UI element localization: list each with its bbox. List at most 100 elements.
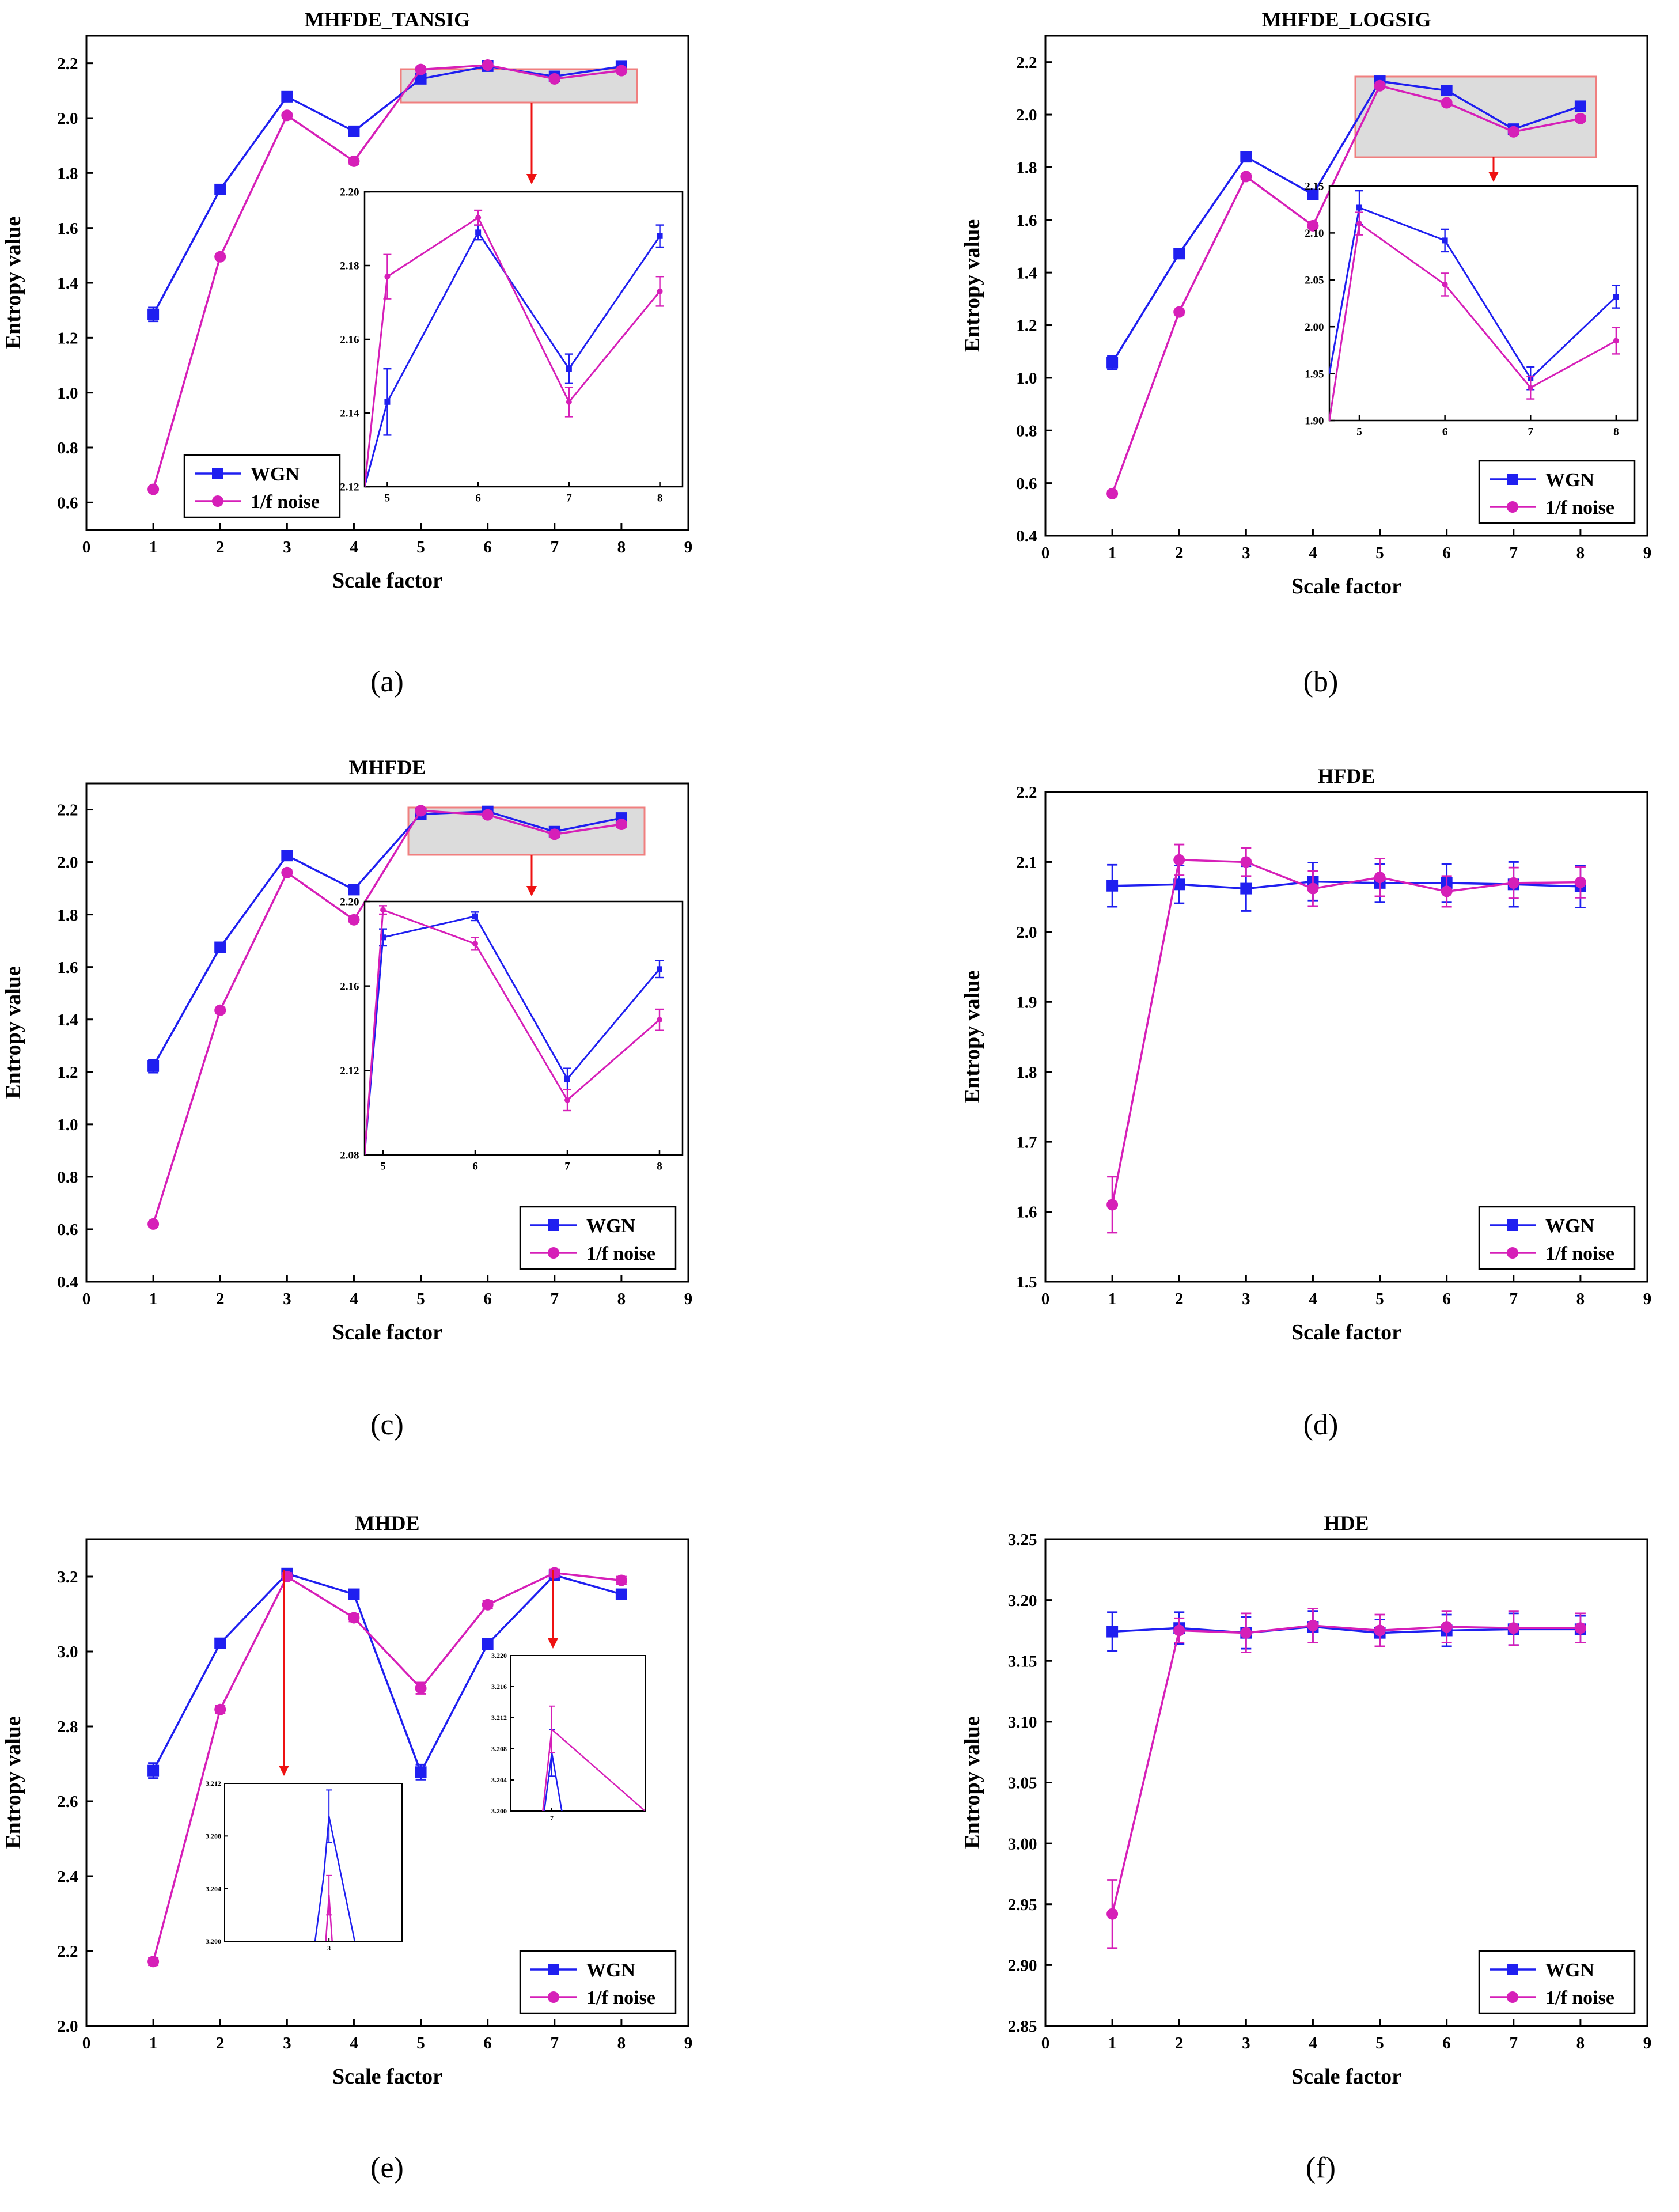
x-tick-label: 5	[416, 538, 425, 556]
y-tick-label: 1.7	[1016, 1133, 1037, 1152]
chart-panel-d: HFDE 0 1 2 3 4 5 6 7 8 9 1.5 1.6 1.7 1.8 1.9 2.0 2.1 2.2 Sc…	[960, 764, 1651, 1441]
inset-chart: 5 6 7 8 2.08 2.12 2.16 2.20	[340, 896, 684, 1173]
y-axis-label: Entropy value	[1, 1716, 25, 1849]
y-tick-label: 1.9	[1016, 993, 1037, 1012]
data-point	[615, 1574, 627, 1586]
x-tick-label: 3	[1242, 544, 1250, 562]
legend-box	[1478, 1206, 1636, 1270]
y-tick-label: 0.6	[57, 494, 78, 512]
y-tick-label: 1.2	[57, 329, 78, 347]
data-point	[1356, 204, 1363, 211]
x-tick-label: 2	[1175, 544, 1184, 562]
inset-chart: 3 3.200 3.204 3.208 3.212	[206, 1779, 403, 1952]
x-tick-label: 8	[657, 1161, 662, 1173]
data-point	[348, 1612, 360, 1624]
series-wgn	[365, 911, 664, 1155]
data-point	[1240, 151, 1252, 163]
y-tick-label: 2.95	[1008, 1896, 1037, 1914]
data-point	[214, 1703, 226, 1715]
inset-chart: 5 6 7 8 2.12 2.14 2.16 2.18 2.20	[340, 187, 684, 505]
y-tick-label: 0.8	[57, 1168, 78, 1187]
y-tick-label: 3.208	[206, 1832, 221, 1840]
data-point	[657, 288, 663, 294]
chart-title: HFDE	[1317, 764, 1375, 787]
x-tick-label: 9	[684, 2034, 693, 2052]
legend: WGN 1/f noise	[1478, 1206, 1636, 1270]
plot-frame	[85, 1538, 689, 2027]
data-point	[482, 809, 494, 821]
zoom-arrow-head	[548, 1638, 558, 1649]
data-point	[1507, 1622, 1519, 1634]
data-point	[1173, 878, 1185, 891]
legend-square-marker	[212, 468, 223, 479]
data-point	[1613, 294, 1619, 300]
legend: WGN 1/f noise	[1478, 1950, 1636, 2014]
x-tick-label: 3	[283, 1290, 291, 1308]
chart-title: MHFDE	[349, 756, 426, 779]
y-tick-label: 0.8	[1016, 422, 1037, 440]
data-point	[482, 1599, 494, 1611]
x-tick-label: 6	[1442, 2034, 1451, 2052]
x-tick-label: 2	[216, 538, 225, 556]
legend-circle-marker	[548, 1247, 559, 1259]
y-tick-label: 1.90	[1305, 415, 1324, 427]
legend-label: WGN	[1545, 1215, 1594, 1237]
legend-label: 1/f noise	[586, 1987, 655, 2009]
x-tick-label: 0	[1041, 544, 1050, 562]
y-tick-label: 1.8	[57, 906, 78, 925]
y-tick-label: 1.6	[1016, 1203, 1037, 1222]
data-point	[147, 1218, 160, 1230]
legend-square-marker	[548, 1219, 559, 1231]
y-tick-label: 2.15	[1305, 181, 1324, 193]
y-axis-label: Entropy value	[960, 971, 984, 1104]
x-tick-label: 8	[617, 1290, 626, 1308]
chart-panel-b: MHFDE_LOGSIG 0 1 2 3 4 5 6 7 8 9 0.4 0.6 0.8 1.0 1.2 1.4…	[960, 8, 1651, 698]
y-tick-label: 3.15	[1008, 1652, 1037, 1671]
y-tick-label: 3.212	[491, 1714, 507, 1722]
y-tick-label: 2.10	[1305, 228, 1324, 240]
x-tick-label: 8	[1576, 544, 1585, 562]
data-point	[415, 1682, 427, 1694]
x-tick-label: 4	[1309, 1290, 1317, 1308]
data-point	[548, 828, 560, 840]
y-tick-label: 2.85	[1008, 2017, 1037, 2036]
x-tick-label: 5	[416, 2034, 425, 2052]
data-point	[1240, 882, 1252, 895]
y-tick-label: 1.95	[1305, 368, 1324, 380]
x-tick-label: 6	[483, 1290, 492, 1308]
data-point	[214, 941, 226, 953]
data-point	[1307, 882, 1319, 895]
chart-title: MHDE	[355, 1512, 420, 1535]
x-tick-label: 0	[1041, 2034, 1050, 2052]
x-tick-label: 6	[475, 493, 481, 505]
y-tick-label: 3.204	[491, 1776, 507, 1784]
series-wgn	[314, 1789, 356, 1941]
series-pink-noise	[365, 905, 664, 1155]
series-pink-noise	[1329, 211, 1620, 421]
data-point	[1106, 1626, 1119, 1638]
chart-panel-a: MHFDE_TANSIG 0 1 2 3 4 5 6 7 8 9 0.6 0.8 1.0 1.2 1.4 1.6…	[1, 8, 692, 698]
data-point	[615, 65, 627, 77]
data-point	[1574, 1622, 1586, 1634]
x-axis-label: Scale factor	[332, 569, 442, 593]
y-tick-label: 2.0	[57, 854, 78, 872]
data-point	[475, 229, 482, 236]
y-axis-label: Entropy value	[960, 1716, 984, 1849]
x-tick-label: 5	[1375, 544, 1384, 562]
data-point	[564, 1076, 570, 1082]
data-point	[657, 233, 663, 239]
y-tick-label: 1.4	[1016, 264, 1037, 282]
series-line	[152, 1572, 622, 1775]
y-tick-label: 3.200	[206, 1937, 221, 1945]
data-point	[1307, 219, 1319, 232]
x-tick-label: 9	[684, 1290, 693, 1308]
data-point	[214, 1637, 226, 1649]
inset-frame	[363, 191, 684, 488]
data-point	[1240, 1627, 1252, 1639]
data-point	[1441, 885, 1453, 897]
x-tick-label: 7	[1510, 2034, 1518, 2052]
data-point	[348, 155, 360, 167]
x-tick-label: 2	[216, 1290, 225, 1308]
y-tick-label: 1.0	[1016, 369, 1037, 388]
series-pink-noise	[1106, 1608, 1586, 1949]
